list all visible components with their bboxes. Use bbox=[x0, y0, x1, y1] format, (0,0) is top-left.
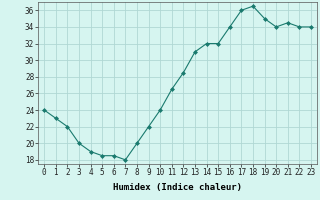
X-axis label: Humidex (Indice chaleur): Humidex (Indice chaleur) bbox=[113, 183, 242, 192]
